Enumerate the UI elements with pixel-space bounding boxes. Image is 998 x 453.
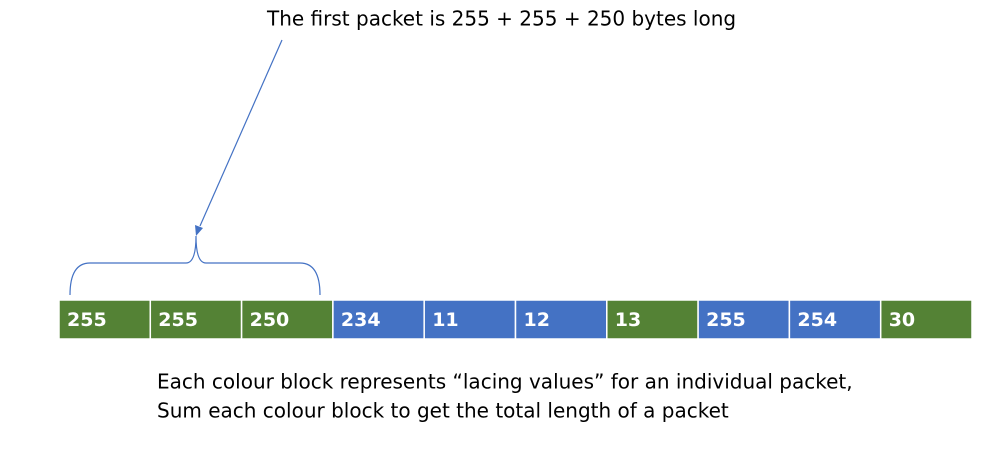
annotation: The first packet is 255 + 255 + 250 byte… (266, 7, 736, 31)
lacing-cell (697, 299, 791, 340)
lacing-cell (149, 299, 243, 340)
arrow-head (195, 225, 203, 236)
lacing-value: 255 (158, 309, 198, 331)
lacing-value: 234 (341, 309, 381, 331)
caption-line: Each colour block represents “lacing val… (157, 370, 853, 394)
lacing-value: 254 (797, 309, 837, 331)
lacing-cell (788, 299, 882, 340)
lacing-value: 11 (432, 309, 458, 331)
arrow-line (199, 39, 283, 227)
lacing-value: 250 (250, 309, 290, 331)
lacing-cell (879, 299, 973, 340)
lacing-row: 255 255 250 234 11 12 13 255 254 30 (58, 299, 973, 340)
lacing-value: 12 (524, 309, 550, 331)
lacing-value: 255 (706, 309, 746, 331)
lacing-cell (514, 299, 608, 340)
lacing-value: 13 (615, 309, 641, 331)
lacing-cell (58, 299, 152, 340)
lacing-cell (240, 299, 334, 340)
caption-line: Sum each colour block to get the total l… (157, 399, 729, 423)
lacing-cell (606, 299, 699, 340)
lacing-value: 255 (67, 309, 107, 331)
lacing-value: 30 (889, 309, 915, 331)
lacing-cell (423, 299, 517, 340)
brace (69, 235, 321, 296)
